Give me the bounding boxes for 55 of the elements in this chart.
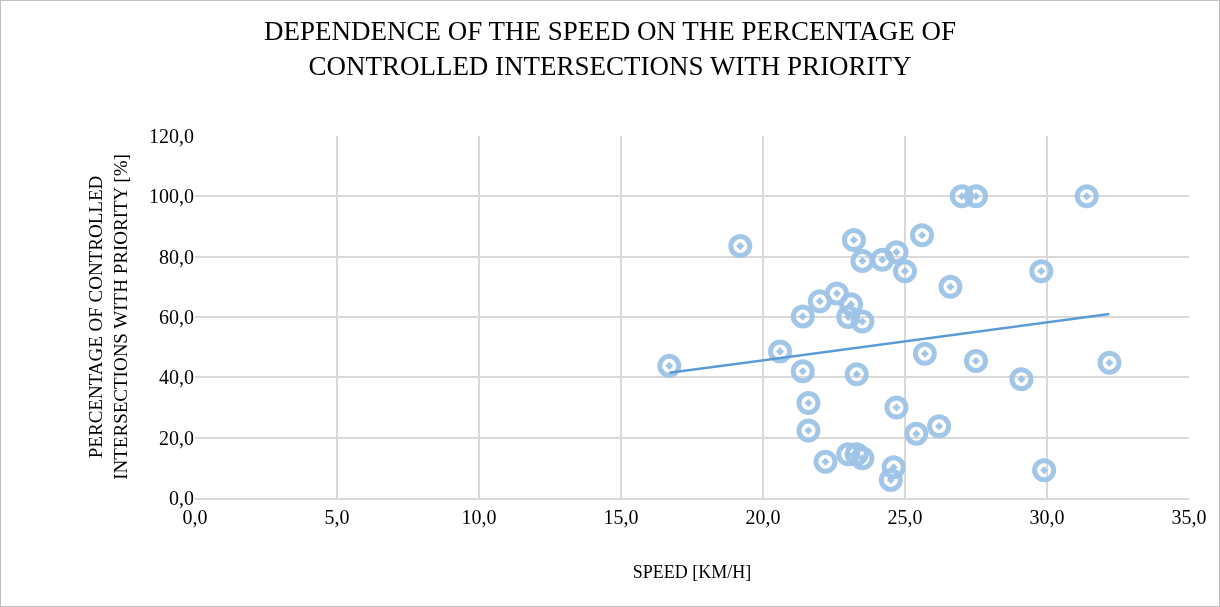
x-tick-label: 0,0	[182, 506, 208, 528]
point	[904, 421, 929, 446]
point	[1029, 259, 1054, 284]
x-tick-label: 20,0	[745, 506, 781, 528]
y-axis-title: PERCENTAGE OF CONTROLLED INTERSECTIONS WITH PRIORITY [%]	[85, 154, 131, 480]
x-tick-label: 30,0	[1029, 506, 1065, 528]
x-axis-title: SPEED [KM/H]	[632, 561, 752, 582]
y-tick-label: 40,0	[159, 366, 194, 389]
point	[1074, 184, 1099, 209]
point	[813, 449, 838, 474]
point	[884, 395, 909, 420]
y-tick-label: 80,0	[159, 245, 194, 268]
point	[841, 228, 866, 253]
point	[790, 359, 815, 384]
y-tick-label: 20,0	[159, 426, 194, 449]
point	[1009, 367, 1034, 392]
point	[881, 455, 906, 480]
point	[728, 234, 753, 259]
point	[927, 414, 952, 439]
point	[796, 418, 821, 443]
point	[839, 292, 864, 317]
point	[964, 184, 988, 209]
point	[938, 274, 963, 299]
y-tick-label: 120,0	[149, 125, 194, 147]
point	[870, 247, 895, 272]
y-tick-label: 0,0	[169, 487, 194, 509]
point	[836, 442, 861, 467]
point	[836, 305, 861, 329]
point	[768, 339, 793, 364]
point	[657, 353, 682, 378]
point	[878, 467, 903, 492]
point	[884, 240, 909, 265]
point	[796, 390, 821, 415]
point	[844, 362, 869, 387]
x-tick-label: 15,0	[603, 506, 639, 528]
x-tick-label: 10,0	[461, 506, 497, 528]
point	[850, 248, 875, 273]
x-tick-label: 35,0	[1171, 506, 1207, 528]
point	[850, 446, 875, 471]
y-tick-label: 100,0	[149, 185, 194, 208]
point	[1097, 350, 1122, 375]
point	[1032, 458, 1057, 483]
point	[910, 223, 935, 248]
point	[790, 304, 815, 329]
point	[964, 349, 988, 374]
point	[893, 259, 917, 284]
point	[824, 281, 849, 306]
point	[850, 309, 875, 334]
point	[949, 184, 974, 209]
x-tick-label: 25,0	[887, 506, 923, 528]
point	[807, 289, 832, 314]
point	[912, 341, 937, 366]
chart-title: DEPENDENCE OF THE SPEED ON THE PERCENTAGE OF CONTROLLED INTERSECTIONS WITH PRIORITY	[263, 16, 957, 82]
y-tick-label: 60,0	[159, 306, 194, 328]
x-tick-label: 5,0	[324, 506, 350, 528]
